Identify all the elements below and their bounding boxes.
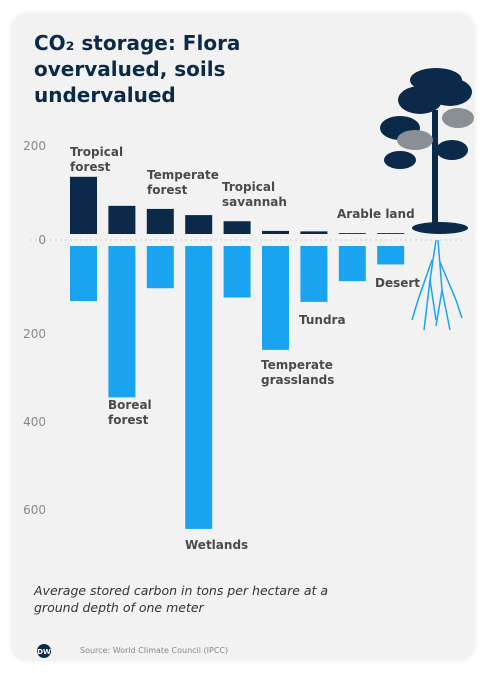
flora-bar [262,230,289,234]
chart-title: CO₂ storage: Flora overvalued, soils und… [34,31,241,107]
category-label: Temperate forest [147,168,219,197]
note: Average stored carbon in tons per hectar… [34,583,329,615]
category-label: Tundra [299,313,346,327]
category-label: Tropical forest [70,145,124,174]
flora-bar [70,176,97,234]
flora-bar [185,215,213,234]
category-label: Arable land [337,207,415,221]
category-label: Wetlands [185,538,249,552]
y-tick-label: 200 [23,139,46,153]
logo [37,644,51,658]
y-tick-label: 0 [38,233,46,247]
category-label: Tropical savannah [222,180,287,209]
flora-bar [223,221,251,234]
flora-bar [338,233,366,234]
category-label: Temperate grasslands [261,358,335,387]
soil-bar [300,246,328,302]
flora-bar [146,208,174,234]
flora-bar [377,233,405,234]
soil-bar [70,246,97,301]
logo-text: DW [37,648,51,656]
soil-bar [223,246,251,298]
category-label: Boreal forest [108,398,152,427]
soil-bar [338,246,366,282]
soil-bar [185,246,213,529]
category-label: Desert [375,276,421,290]
y2-tick-label: 200 [23,327,46,341]
soil-bar [377,246,405,265]
soil-bar [146,246,174,289]
y2-tick-label: 400 [23,415,46,429]
flora-bar [300,231,328,234]
flora-bar [108,205,136,234]
y2-tick-label: 600 [23,503,46,517]
soil-bar [262,246,289,350]
soil-bar [108,246,136,398]
tree-illustration [380,68,474,331]
source: Source: World Climate Council (IPCC) [80,646,229,655]
